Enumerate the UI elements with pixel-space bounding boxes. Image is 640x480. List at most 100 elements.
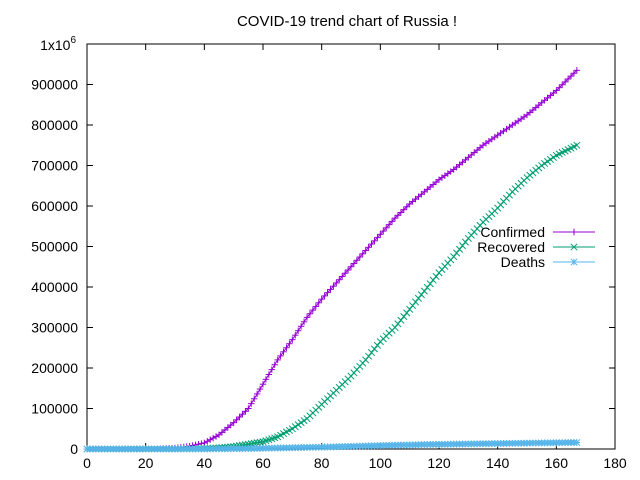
series-line: [86, 144, 578, 450]
x-tick-label: 100: [369, 455, 393, 471]
data-point: [268, 366, 275, 373]
data-point: [321, 292, 328, 300]
data-point: [380, 227, 387, 235]
legend-label: Deaths: [501, 254, 545, 270]
data-point: [297, 323, 305, 330]
legend-marker: [570, 258, 578, 266]
data-point: [295, 327, 302, 334]
data-point: [239, 410, 246, 418]
legend-item-confirmed: Confirmed: [480, 224, 595, 240]
data-point: [242, 408, 249, 415]
data-point: [573, 438, 581, 447]
x-tick-label: 160: [545, 455, 569, 471]
data-point: [417, 291, 425, 299]
data-point: [397, 316, 405, 324]
data-point: [212, 433, 220, 440]
data-point: [262, 376, 270, 383]
data-point: [245, 405, 252, 412]
data-point: [556, 84, 563, 91]
y-tick-label: 200000: [31, 360, 78, 376]
series-layer: [83, 67, 581, 453]
data-point: [450, 253, 458, 261]
x-tick-label: 60: [255, 455, 271, 471]
data-point: [373, 341, 381, 349]
data-point: [256, 438, 264, 446]
data-point: [236, 413, 243, 421]
y-tick-label: 800000: [31, 117, 78, 133]
data-point: [286, 340, 293, 347]
data-point: [230, 419, 237, 426]
data-point: [350, 260, 358, 267]
data-point: [333, 279, 340, 287]
data-point: [573, 141, 581, 149]
data-point: [567, 72, 575, 80]
y-tick-label: 100000: [31, 401, 78, 417]
data-point: [283, 344, 290, 351]
data-point: [561, 78, 569, 86]
y-tick-label: 0: [70, 441, 78, 457]
legend-marker: [570, 243, 578, 251]
y-tick-label: 700000: [31, 158, 78, 174]
legend-label: Confirmed: [480, 224, 545, 240]
data-point: [383, 224, 390, 232]
data-point: [423, 283, 431, 291]
data-point: [344, 266, 352, 274]
data-point: [277, 352, 284, 360]
x-axis: 0 20 40 60 80 100 120 140 160 180: [83, 44, 627, 471]
data-point: [455, 245, 464, 253]
data-point: [347, 263, 355, 270]
data-point: [429, 276, 437, 284]
data-point: [289, 336, 296, 343]
data-point: [397, 209, 405, 216]
y-top-tick-label: 1x106: [40, 35, 76, 53]
data-point: [312, 303, 319, 310]
data-point: [406, 305, 414, 313]
data-point: [370, 345, 379, 353]
legend-label: Recovered: [477, 239, 545, 255]
data-point: [400, 206, 407, 213]
data-point: [303, 314, 311, 321]
data-point: [400, 313, 408, 321]
data-point: [553, 87, 560, 94]
data-point: [300, 318, 308, 326]
x-tick-label: 0: [83, 455, 91, 471]
data-point: [564, 75, 572, 83]
data-point: [388, 218, 396, 225]
data-point: [324, 289, 331, 296]
data-point: [306, 310, 314, 317]
data-point: [461, 238, 469, 246]
data-point: [280, 348, 287, 355]
data-point: [248, 400, 255, 407]
data-point: [391, 214, 399, 222]
data-point: [233, 416, 240, 424]
data-point: [368, 240, 375, 248]
legend-marker: [570, 228, 578, 236]
data-point: [250, 439, 258, 447]
data-point: [458, 242, 467, 250]
data-point: [409, 302, 417, 310]
data-point: [365, 352, 373, 360]
y-axis: 0 100000 200000 300000 400000 500000 600000 700…: [31, 43, 615, 457]
data-point: [362, 247, 369, 254]
y-tick-label: 300000: [31, 320, 78, 336]
x-tick-label: 140: [486, 455, 510, 471]
data-point: [315, 299, 322, 306]
y-tick-label: 500000: [31, 239, 78, 255]
data-point: [309, 306, 317, 314]
data-point: [209, 434, 217, 442]
data-point: [420, 287, 428, 295]
y-top-tick-base: 1x10: [40, 37, 71, 53]
data-point: [365, 244, 372, 251]
data-point: [570, 70, 578, 77]
data-point: [403, 309, 411, 317]
data-point: [411, 298, 420, 306]
data-point: [403, 203, 410, 211]
data-point: [371, 237, 378, 245]
legend-item-deaths: Deaths: [501, 254, 595, 270]
data-point: [453, 249, 461, 257]
data-point: [432, 272, 440, 281]
data-point: [274, 356, 281, 364]
data-point: [385, 221, 393, 228]
